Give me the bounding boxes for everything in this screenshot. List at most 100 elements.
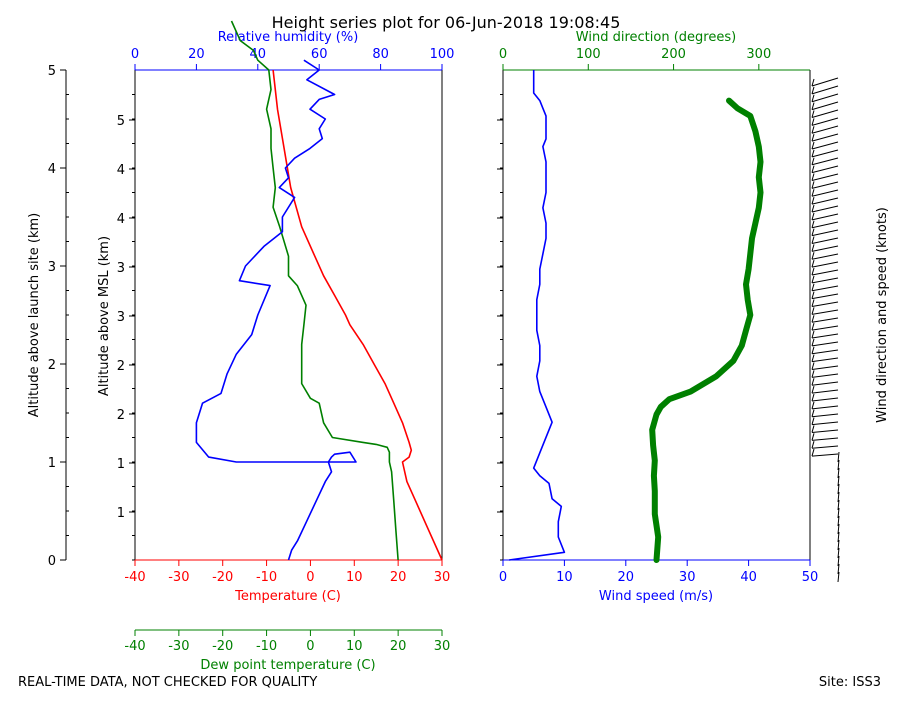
wind-barb — [811, 421, 839, 426]
footer-left: REAL-TIME DATA, NOT CHECKED FOR QUALITY — [18, 675, 317, 690]
wind-barb — [837, 523, 840, 535]
wind-barb — [837, 547, 840, 559]
wind-barb-flag — [811, 157, 815, 165]
wind-panel: 0 100 200 300 Wind direction (degrees) 0 10 20 3… — [497, 30, 890, 604]
temperature-tick-label: 30 — [434, 570, 451, 585]
dewpoint-tick-label: 10 — [346, 639, 363, 654]
wind-barb-flag — [811, 275, 815, 283]
wind-barb-flag — [811, 330, 815, 339]
wind-barb-flag — [811, 315, 815, 323]
altitude-msl-tick-label: 1 — [117, 506, 125, 521]
temperature-tick-label: -40 — [124, 570, 145, 585]
wind-barb — [837, 491, 840, 503]
wind-barb — [811, 349, 839, 355]
wind-barb — [811, 101, 839, 111]
wind-barb — [837, 475, 840, 487]
wind-barb-flag — [811, 259, 815, 268]
wind-barb-flag — [811, 401, 815, 409]
wind-barb-flag — [811, 441, 815, 449]
wind-barb-flag — [811, 189, 815, 197]
wind-barb — [811, 309, 839, 315]
wind-barb — [837, 539, 840, 551]
wind-barb — [811, 301, 839, 307]
wind-barb — [811, 341, 839, 347]
wind-barb — [811, 149, 839, 158]
wind-barb-flag — [811, 307, 815, 315]
wind-barb — [811, 269, 839, 276]
wind-barb — [811, 197, 839, 205]
humidity-tick-label: 0 — [131, 47, 139, 62]
wind-barb-flag — [811, 86, 815, 95]
wind-barb — [837, 563, 840, 575]
altitude-msl-tick-label: 2 — [117, 359, 125, 374]
altitude-launch-tick-label: 0 — [48, 554, 56, 569]
dewpoint-tick-label: -40 — [124, 639, 145, 654]
wind-barb-flag — [811, 433, 815, 441]
wind-barb-flag — [811, 267, 815, 276]
wind-speed-tick-label: 50 — [802, 570, 819, 585]
altitude-launch-tick-label: 3 — [48, 260, 56, 275]
wind-barb — [811, 221, 839, 229]
wind-barb — [837, 555, 840, 567]
wind-barb-flag — [811, 196, 815, 205]
wind-barb-flag — [811, 220, 815, 228]
footer-right: Site: ISS3 — [819, 675, 881, 690]
wind-direction-axis-label: Wind direction (degrees) — [576, 30, 736, 45]
wind-barb — [811, 189, 839, 197]
temperature-tick-label: -10 — [256, 570, 277, 585]
wind-barb — [837, 467, 840, 479]
wind-barb — [811, 333, 839, 339]
wind-barb-flag — [811, 393, 815, 402]
humidity-tick-label: 60 — [311, 47, 328, 62]
wind-barb-flag — [811, 133, 815, 142]
humidity-tick-label: 100 — [430, 47, 455, 62]
wind-barb-flag — [811, 283, 815, 291]
wind-speed-tick-label: 10 — [556, 570, 573, 585]
wind-barb — [811, 381, 839, 386]
wind-barb-flag — [811, 299, 815, 307]
wind-barb-flag — [811, 181, 815, 189]
wind-barb-flag — [811, 173, 815, 181]
wind-barb-flag — [811, 362, 815, 370]
wind-barb-flag — [811, 291, 815, 299]
wind-barb — [811, 245, 839, 252]
wind-barb — [837, 451, 840, 463]
wind-barb — [811, 181, 839, 189]
wind-direction-tick-label: 200 — [661, 47, 686, 62]
temperature-tick-label: -20 — [212, 570, 233, 585]
wind-barb — [811, 405, 839, 410]
wind-barb — [811, 397, 839, 402]
wind-barb-flag — [811, 204, 815, 213]
humidity-axis-label: Relative humidity (%) — [218, 30, 359, 45]
wind-direction-tick-label: 100 — [576, 47, 601, 62]
wind-direction-tick-label: 300 — [746, 47, 771, 62]
wind-barb — [811, 389, 839, 394]
altitude-msl-label: Altitude above MSL (km) — [97, 236, 112, 396]
dewpoint-tick-label: -20 — [212, 639, 233, 654]
humidity-line — [195, 59, 357, 561]
wind-barb — [811, 229, 839, 237]
wind-speed-tick-label: 40 — [740, 570, 757, 585]
wind-barb — [811, 261, 839, 268]
wind-barb-flag — [811, 126, 815, 134]
wind-barb-flag — [811, 236, 815, 244]
temperature-tick-label: 20 — [390, 570, 407, 585]
wind-barb — [811, 429, 839, 433]
wind-barb — [811, 157, 839, 166]
wind-barb-flag — [811, 385, 815, 394]
temperature-axis-label: Temperature (C) — [234, 589, 341, 604]
altitude-msl-tick-label: 3 — [117, 261, 125, 276]
wind-barb — [811, 205, 839, 213]
wind-barb-flag — [811, 409, 815, 417]
wind-barb-flag — [811, 149, 815, 158]
wind-barb — [811, 213, 839, 221]
wind-barb — [811, 285, 839, 292]
wind-barb-flag — [811, 78, 815, 87]
wind-barb — [811, 277, 839, 284]
humidity-tick-label: 80 — [372, 47, 389, 62]
wind-barb-flag — [811, 165, 815, 173]
altitude-msl-tick-label: 4 — [117, 212, 125, 227]
wind-barb-flag — [811, 338, 815, 346]
